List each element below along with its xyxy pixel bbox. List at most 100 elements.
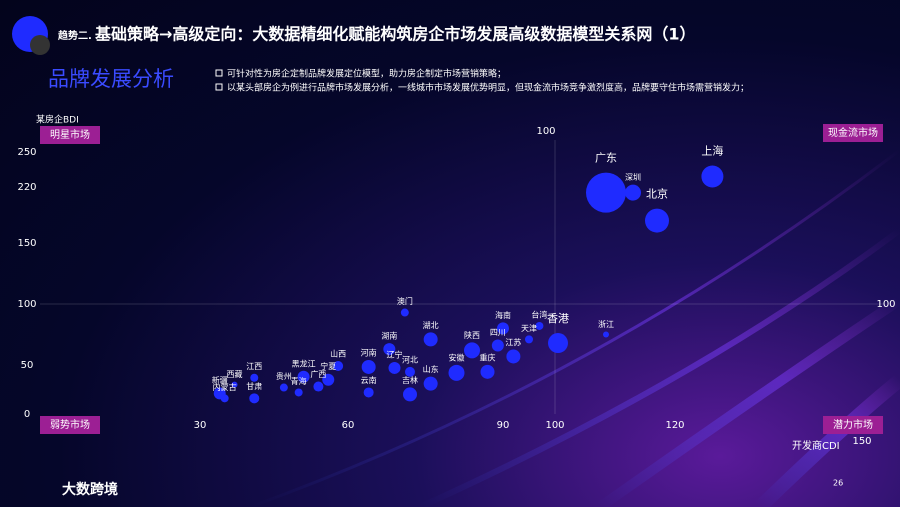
x-tick-label: 100 bbox=[545, 420, 564, 431]
bubble bbox=[548, 333, 568, 354]
bubble bbox=[400, 308, 409, 317]
bubble-label: 四川 bbox=[490, 328, 506, 337]
bubble bbox=[297, 370, 310, 383]
logo-text: 大数跨境 bbox=[62, 481, 118, 498]
logo-circle bbox=[30, 35, 50, 55]
bubble-label: 湖北 bbox=[423, 321, 439, 330]
y-axis-label: 某房企BDI bbox=[36, 114, 79, 126]
bubble bbox=[403, 387, 417, 402]
bullet: 可针对性为房企定制品牌发展定位模型，助力房企制定市场营销策略； bbox=[227, 68, 506, 80]
bubble bbox=[294, 388, 303, 397]
bubble-label: 甘肃 bbox=[246, 381, 262, 391]
bubble-label: 吉林 bbox=[402, 375, 418, 385]
y-tick-label: 0 bbox=[24, 409, 30, 420]
x-tick-label: 120 bbox=[665, 420, 684, 431]
bubble-label: 河南 bbox=[361, 347, 377, 357]
bubble-label: 安徽 bbox=[449, 352, 465, 362]
bubble-label: 香港 bbox=[547, 312, 569, 325]
bubble bbox=[250, 373, 259, 382]
bubble bbox=[405, 366, 415, 377]
bubble-label: 山东 bbox=[423, 364, 439, 374]
quadrant-box bbox=[40, 416, 100, 434]
bubble-label: 广西 bbox=[310, 369, 326, 379]
y-tick-label: 250 bbox=[17, 147, 36, 158]
x-axis-label: 开发商CDI bbox=[792, 439, 840, 452]
bubble-label: 天津 bbox=[521, 323, 537, 333]
bubble-label: 西藏 bbox=[227, 369, 243, 379]
bubble bbox=[249, 393, 260, 404]
bubble-label: 贵州 bbox=[276, 371, 292, 381]
quadrant-box bbox=[823, 124, 883, 142]
bubble bbox=[480, 364, 495, 379]
bubble-label: 陕西 bbox=[464, 330, 480, 340]
bubble bbox=[313, 381, 324, 392]
background-streaks bbox=[249, 148, 900, 507]
bubble bbox=[586, 172, 626, 213]
quadrant-box bbox=[823, 416, 883, 434]
bubble bbox=[333, 360, 344, 371]
bubble bbox=[448, 364, 465, 381]
bubble-label: 重庆 bbox=[480, 352, 496, 362]
page-number: 26 bbox=[833, 479, 843, 488]
bubble-label: 河北 bbox=[402, 354, 418, 364]
bubble-label: 宁夏 bbox=[320, 361, 336, 371]
bubble-label: 山西 bbox=[330, 348, 346, 358]
x-tick-label: 30 bbox=[194, 420, 207, 431]
quadrant-label: 潜力市场 bbox=[833, 418, 873, 431]
quadrant-box bbox=[40, 126, 100, 144]
bubble bbox=[361, 359, 376, 374]
title-tag: 趋势二. bbox=[58, 29, 92, 42]
quadrant-label: 明星市场 bbox=[50, 128, 90, 141]
plot: 0 50 100 150 220 250 30 60 90 100 120 150 100 100 明星市场… bbox=[17, 124, 896, 447]
bubble bbox=[383, 343, 396, 356]
quadrant-value: 100 bbox=[536, 126, 555, 137]
bubble-label: 辽宁 bbox=[387, 349, 403, 359]
bubble bbox=[279, 383, 288, 392]
bubble bbox=[603, 331, 609, 338]
bubble bbox=[645, 208, 669, 233]
bubble bbox=[322, 373, 335, 386]
bubble-label: 江苏 bbox=[505, 337, 521, 347]
x-tick-label: 90 bbox=[497, 420, 510, 431]
quadrant-label: 现金流市场 bbox=[828, 126, 878, 139]
subtitle: 品牌发展分析 bbox=[48, 67, 174, 91]
bubble-label: 北京 bbox=[646, 187, 668, 201]
bubble bbox=[423, 376, 438, 391]
bubble bbox=[464, 342, 480, 359]
bubble-label: 湖南 bbox=[381, 331, 397, 341]
bubble-label: 澳门 bbox=[397, 296, 413, 306]
quadrant-label: 弱势市场 bbox=[50, 418, 90, 431]
bubble-label: 上海 bbox=[701, 144, 723, 158]
bubble bbox=[525, 335, 533, 344]
bubble-label: 黑龙江 bbox=[292, 358, 316, 368]
bubble-label: 深圳 bbox=[625, 172, 641, 182]
bubble bbox=[423, 332, 438, 347]
bullet-box bbox=[215, 69, 223, 77]
bubble bbox=[231, 381, 238, 388]
title: 基础策略→高级定向：大数据精细化赋能构筑房企市场发展高级数据模型关系网（1） bbox=[94, 25, 696, 44]
y-tick-label: 50 bbox=[21, 360, 34, 371]
bubble bbox=[491, 339, 504, 352]
bullet-box bbox=[215, 83, 223, 91]
bubble-label: 青海 bbox=[291, 376, 307, 386]
bubble-label: 内蒙古 bbox=[213, 382, 237, 392]
y-tick-label: 220 bbox=[17, 182, 36, 193]
bubble-label: 云南 bbox=[361, 375, 377, 385]
bubble bbox=[363, 387, 374, 398]
bubble-label: 台湾 bbox=[531, 309, 547, 319]
bubble bbox=[506, 349, 521, 364]
bubble-label: 江西 bbox=[246, 362, 262, 371]
x-tick-label: 150 bbox=[852, 436, 871, 447]
y-tick-label: 150 bbox=[17, 238, 36, 249]
bubble-label: 新疆 bbox=[212, 375, 228, 385]
bubble-label: 海南 bbox=[495, 310, 511, 320]
bubble bbox=[220, 394, 229, 403]
x-tick-label: 60 bbox=[342, 420, 355, 431]
bubble-label: 浙江 bbox=[598, 319, 614, 329]
bubble bbox=[625, 184, 641, 201]
quadrant-value: 100 bbox=[876, 299, 895, 310]
bubble bbox=[535, 321, 544, 330]
y-tick-label: 100 bbox=[17, 299, 36, 310]
